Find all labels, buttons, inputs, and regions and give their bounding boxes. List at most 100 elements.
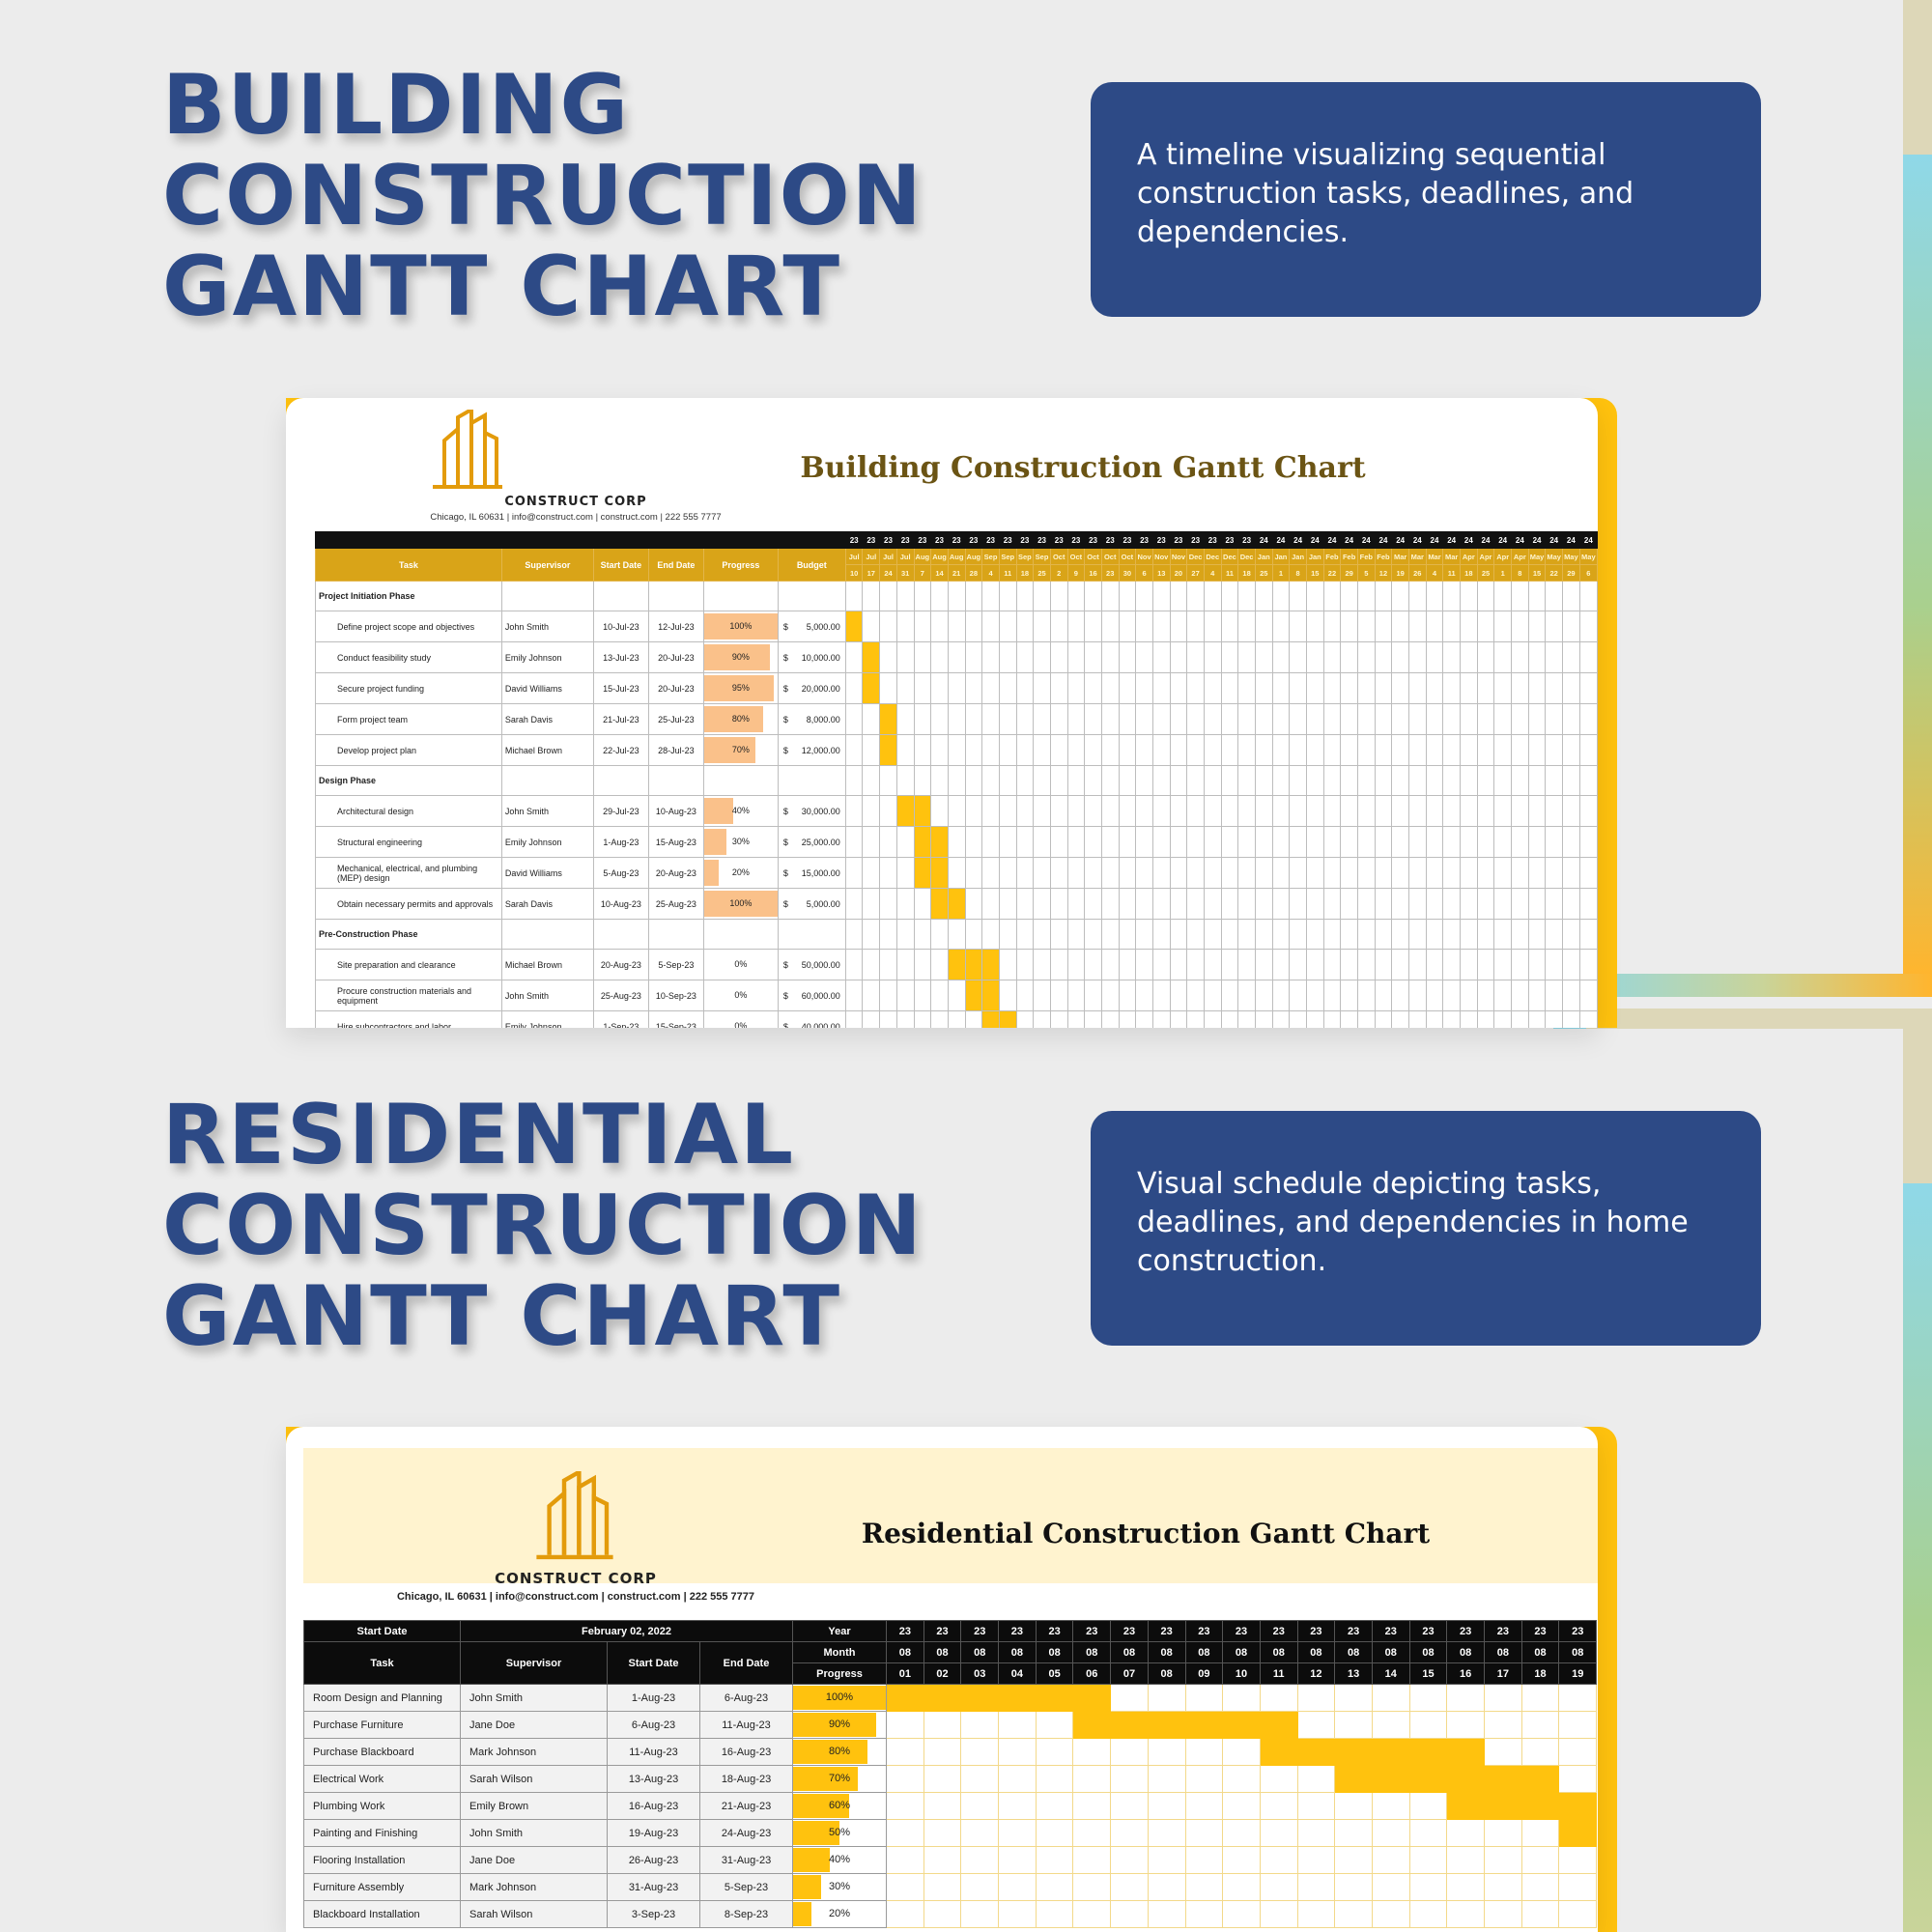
gantt-cell <box>1296 1846 1336 1874</box>
progress-text: 40% <box>731 806 750 815</box>
gantt-cell <box>1259 1873 1298 1901</box>
gantt-cell <box>947 703 966 735</box>
task-name: Furniture Assembly <box>303 1873 461 1901</box>
gantt-cell <box>1322 826 1342 858</box>
gantt-cell <box>1033 672 1051 704</box>
gantt-cell <box>1015 581 1035 611</box>
gantt-bar-segment <box>947 949 966 980</box>
timeline-month-cell: 08 <box>998 1641 1037 1663</box>
gantt-cell <box>1460 949 1478 980</box>
gantt-cell <box>1169 581 1188 611</box>
empty-cell <box>777 919 846 950</box>
gantt-cell <box>1371 1846 1410 1874</box>
budget-currency: $ <box>782 867 788 878</box>
building-logo-icon <box>433 410 502 489</box>
gantt-bar-segment <box>981 1010 1000 1028</box>
gantt-cell <box>1407 734 1427 766</box>
timeline-month-cell: 08 <box>1110 1641 1149 1663</box>
gantt-cell <box>930 949 949 980</box>
task-row: Structural engineering Emily Johnson 1-Aug… <box>315 826 1598 858</box>
gantt-cell <box>1066 672 1086 704</box>
gantt-cell <box>1072 1873 1112 1901</box>
gantt-bar-segment <box>1446 1792 1485 1820</box>
timeline-day-cell: 06 <box>1072 1662 1112 1685</box>
gantt-cell <box>1254 611 1273 642</box>
task-row: Flooring Installation Jane Doe 26-Aug-23 31… <box>303 1846 1598 1874</box>
gantt-cell <box>1578 611 1598 642</box>
column-header: Budget <box>777 548 846 582</box>
gantt-cell <box>1135 857 1153 889</box>
gantt-cell <box>1289 795 1307 827</box>
task-supervisor: Emily Brown <box>460 1792 608 1820</box>
gantt-bar-segment <box>947 888 966 920</box>
column-header: Start Date <box>607 1641 700 1685</box>
gantt-cell <box>947 765 966 796</box>
timeline-day-cell: 6 <box>1135 564 1153 582</box>
gantt-cell <box>1271 857 1291 889</box>
gantt-cell <box>1220 949 1239 980</box>
gantt-cell <box>1322 1010 1342 1028</box>
gantt-cell <box>1578 641 1598 673</box>
gantt-cell <box>930 581 949 611</box>
gantt-cell <box>998 734 1017 766</box>
gantt-cell <box>1562 734 1580 766</box>
gantt-bar-segment <box>1222 1711 1261 1739</box>
gantt-cell <box>1118 857 1137 889</box>
task-end-date: 6-Aug-23 <box>699 1684 793 1712</box>
task-progress: 30% <box>702 826 779 858</box>
gantt-cell <box>1562 857 1580 889</box>
task-start-date: 22-Jul-23 <box>592 734 649 766</box>
gantt-cell <box>862 888 881 920</box>
timeline-year-cell: 23 <box>895 531 915 549</box>
progress-label: Progress <box>792 1662 887 1685</box>
timeline-month-cell: Aug <box>964 548 983 565</box>
timeline-day-cell: 5 <box>1356 564 1376 582</box>
gantt-cell <box>1446 1873 1485 1901</box>
gantt-cell <box>1520 1873 1560 1901</box>
timeline-month-cell: Dec <box>1186 548 1205 565</box>
gantt-cell <box>964 888 983 920</box>
gantt-cell <box>1169 641 1188 673</box>
gantt-cell <box>1356 734 1376 766</box>
gantt-cell <box>862 1010 881 1028</box>
timeline-year-cell: 23 <box>1118 531 1137 549</box>
gantt-cell <box>1356 641 1376 673</box>
task-row: Room Design and Planning John Smith 1-Aug-… <box>303 1684 1598 1712</box>
gantt-cell <box>1356 980 1376 1011</box>
gantt-cell <box>947 1010 966 1028</box>
gantt-cell <box>1558 1846 1598 1874</box>
gantt-cell <box>1222 1765 1261 1793</box>
gantt-cell <box>1305 888 1324 920</box>
task-supervisor: Mark Johnson <box>460 1738 608 1766</box>
gantt-cell <box>1222 1819 1261 1847</box>
gantt-cell <box>1066 734 1086 766</box>
task-row: Architectural design John Smith 29-Jul-23 1… <box>315 795 1598 827</box>
gantt-cell <box>1425 1010 1444 1028</box>
timeline-year-cell: 23 <box>913 531 932 549</box>
task-name: Purchase Furniture <box>303 1711 461 1739</box>
gantt-cell <box>1527 857 1547 889</box>
budget-currency: $ <box>782 652 788 663</box>
gantt-cell <box>964 703 983 735</box>
task-progress: 70% <box>702 734 779 766</box>
timeline-month-cell: Apr <box>1493 548 1513 565</box>
task-row: Obtain necessary permits and approvals Sa… <box>315 888 1598 920</box>
month-label: Month <box>792 1641 887 1663</box>
timeline-month-cell: 08 <box>1259 1641 1298 1663</box>
gantt-cell <box>1118 795 1137 827</box>
timeline-month-cell: Mar <box>1442 548 1461 565</box>
gantt-cell <box>1520 1846 1560 1874</box>
gantt-cell <box>1340 919 1358 950</box>
gantt-cell <box>895 1010 915 1028</box>
task-row: Define project scope and objectives John … <box>315 611 1598 642</box>
gantt-cell <box>913 703 932 735</box>
gantt-cell <box>1305 734 1324 766</box>
gantt-bar-segment <box>1110 1711 1149 1739</box>
gantt-cell <box>1442 980 1461 1011</box>
gantt-cell <box>1408 1846 1448 1874</box>
gantt-cell <box>886 1792 924 1820</box>
gantt-cell <box>862 611 881 642</box>
gantt-cell <box>1562 919 1580 950</box>
gantt-bar-segment <box>1072 1711 1112 1739</box>
gantt-cell <box>1511 581 1529 611</box>
